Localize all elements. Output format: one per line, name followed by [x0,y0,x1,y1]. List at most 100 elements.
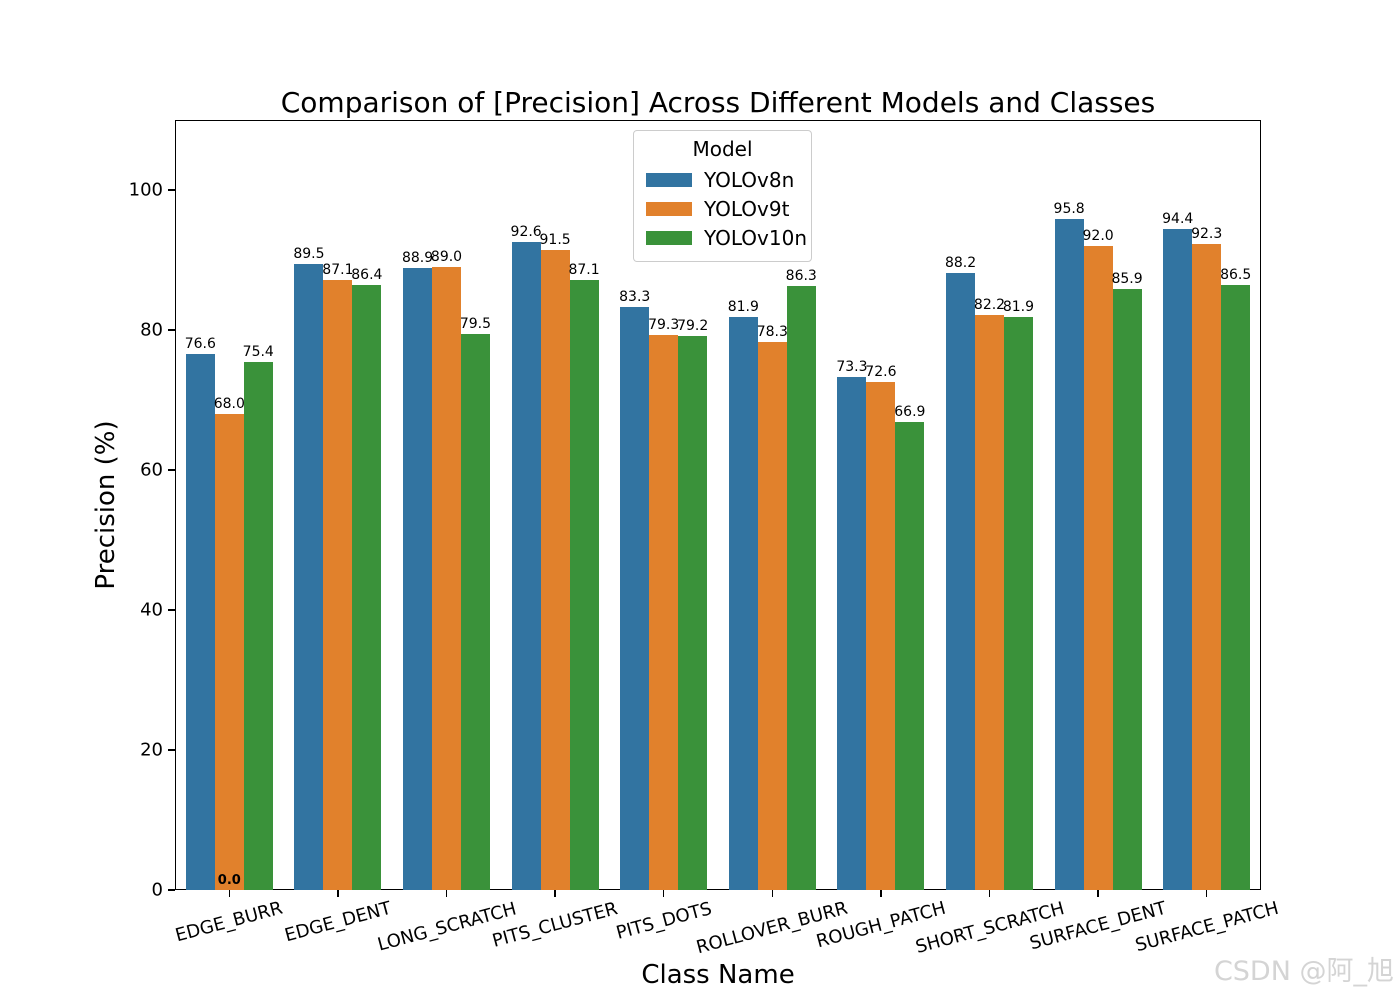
bar-YOLOv8n-PITS_DOTS [620,306,650,890]
bar-YOLOv8n-EDGE_DENT [294,263,324,890]
x-tick-label: EDGE_BURR [173,897,286,947]
watermark: CSDN @阿_旭 [1213,956,1394,987]
bar-YOLOv10n-PITS_CLUSTER [569,280,599,890]
bar-YOLOv10n-ROLLOVER_BURR [786,285,816,890]
bar-value-label: 95.8 [1053,201,1085,218]
bar-YOLOv9t-LONG_SCRATCH [432,267,461,890]
bar-annotation: 0.0 [217,873,241,888]
legend-title: Model [692,137,753,161]
bar-value-label: 92.6 [510,223,542,240]
legend-item-label: YOLOv10n [704,225,807,250]
bar-YOLOv9t-SURFACE_PATCH [1192,243,1222,890]
bar-YOLOv9t-ROLLOVER_BURR [757,341,787,890]
y-tick-mark [168,329,175,331]
bar-value-label: 89.5 [293,245,325,262]
bar-YOLOv8n-ROLLOVER_BURR [728,316,758,890]
legend-item-YOLOv9t: YOLOv9t [646,194,799,223]
y-tick-label: 20 [140,739,163,761]
bar-YOLOv8n-LONG_SCRATCH [403,267,432,890]
x-tick-mark [1097,890,1099,897]
bar-YOLOv10n-EDGE_DENT [352,285,382,890]
bar-value-label: 86.3 [785,267,817,284]
y-axis-label: Precision (%) [91,420,121,590]
legend-swatch-YOLOv10n [646,230,692,245]
bar-value-label: 86.5 [1220,266,1252,283]
y-tick-label: 40 [140,599,163,621]
legend: Model YOLOv8n YOLOv9t YOLOv10n [633,130,812,262]
bar-value-label: 79.3 [648,316,680,333]
x-tick-mark [1206,890,1208,897]
legend-item-label: YOLOv8n [704,167,795,192]
bar-YOLOv10n-EDGE_BURR [243,362,273,890]
bar-YOLOv9t-SHORT_SCRATCH [975,314,1004,890]
x-tick-mark [663,890,665,897]
bar-YOLOv10n-ROUGH_PATCH [895,421,925,890]
bar-YOLOv8n-SHORT_SCRATCH [946,272,975,890]
bar-value-label: 92.0 [1082,228,1114,244]
x-tick-mark [337,890,339,897]
bar-YOLOv10n-SURFACE_DENT [1112,288,1142,890]
bar-YOLOv10n-SHORT_SCRATCH [1003,316,1033,890]
y-tick-label: 80 [140,319,163,341]
y-tick-mark [168,749,175,751]
chart-title: Comparison of [Precision] Across Differe… [280,86,1156,119]
x-axis-label: Class Name [641,960,795,990]
bar-YOLOv10n-SURFACE_PATCH [1221,284,1251,890]
x-tick-mark [445,890,448,897]
bar-YOLOv10n-PITS_DOTS [678,335,708,890]
bar-YOLOv10n-LONG_SCRATCH [460,333,490,890]
bar-value-label: 81.9 [1002,298,1035,315]
x-tick-mark [771,890,773,897]
bar-value-label: 89.0 [430,249,463,265]
bar-YOLOv8n-SURFACE_DENT [1054,219,1084,890]
bar-value-label: 66.9 [894,403,926,420]
bar-value-label: 87.1 [568,262,600,279]
bar-value-label: 76.6 [184,335,216,352]
legend-swatch-YOLOv8n [646,172,692,187]
bar-value-label: 75.4 [242,344,274,361]
legend-items: YOLOv8n YOLOv9t YOLOv10n [646,165,807,252]
bar-value-label: 85.9 [1111,270,1143,287]
bar-value-label: 68.0 [213,396,245,412]
bar-value-label: 79.5 [459,315,492,332]
bar-value-label: 78.3 [756,323,788,340]
bar-value-label: 82.2 [973,296,1006,313]
legend-swatch-YOLOv9t [646,201,692,216]
bar-value-label: 94.4 [1162,211,1194,228]
bar-YOLOv8n-SURFACE_PATCH [1163,229,1193,890]
bar-value-label: 91.5 [539,231,571,248]
bar-YOLOv9t-EDGE_BURR [214,414,244,890]
y-tick-mark [168,469,175,471]
bar-YOLOv8n-ROUGH_PATCH [837,376,867,890]
y-tick-mark [168,889,175,891]
y-tick-mark [168,189,175,191]
bar-value-label: 88.2 [944,254,977,271]
bar-value-label: 81.9 [727,298,759,315]
x-tick-mark [988,890,991,897]
x-tick-mark [228,890,230,897]
bar-YOLOv9t-ROUGH_PATCH [866,381,896,890]
bar-value-label: 83.3 [619,288,651,305]
bar-value-label: 73.3 [836,358,868,375]
bar-value-label: 88.9 [401,249,434,266]
bar-value-label: 92.3 [1191,225,1223,242]
bar-value-label: 79.2 [677,317,709,334]
y-tick-mark [168,609,175,611]
legend-item-YOLOv10n: YOLOv10n [646,223,807,252]
bar-value-label: 72.6 [865,363,897,380]
bar-YOLOv9t-SURFACE_DENT [1083,246,1113,890]
legend-item-label: YOLOv9t [704,196,790,221]
bar-YOLOv8n-EDGE_BURR [185,353,215,890]
y-tick-label: 0 [151,879,163,901]
bar-YOLOv9t-PITS_DOTS [649,334,679,890]
y-tick-label: 60 [140,459,163,481]
x-tick-mark [554,890,556,897]
bar-YOLOv9t-PITS_CLUSTER [540,249,570,890]
bar-YOLOv8n-PITS_CLUSTER [511,241,541,890]
x-tick-mark [880,890,882,897]
bar-YOLOv9t-EDGE_DENT [323,280,353,890]
legend-item-YOLOv8n: YOLOv8n [646,165,799,194]
y-tick-label: 100 [128,179,163,201]
bar-value-label: 86.4 [351,267,383,284]
